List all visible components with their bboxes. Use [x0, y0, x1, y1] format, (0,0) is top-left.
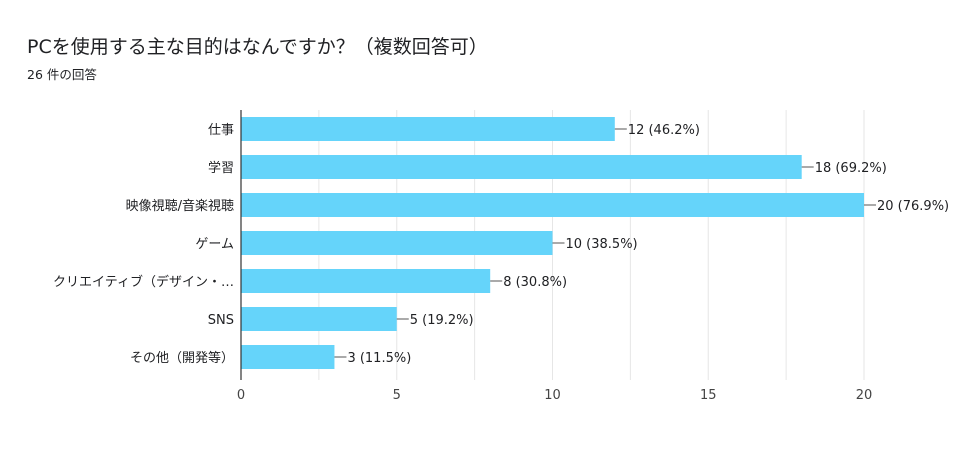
value-label: 3 (11.5%) [347, 351, 411, 366]
bar [241, 231, 553, 255]
bar [241, 345, 335, 369]
x-tick-label: 5 [393, 388, 401, 403]
x-tick-label: 10 [544, 388, 561, 403]
category-label: 学習 [208, 160, 234, 176]
bar [241, 117, 615, 141]
x-tick-label: 20 [856, 388, 873, 403]
response-count: 26 件の回答 [27, 67, 97, 82]
x-tick-label: 0 [237, 388, 245, 403]
category-label: ゲーム [195, 237, 234, 252]
bar [241, 193, 864, 217]
value-label: 12 (46.2%) [628, 123, 700, 138]
category-label: クリエイティブ（デザイン・… [53, 274, 234, 290]
category-label: SNS [208, 313, 234, 328]
bar [241, 307, 397, 331]
bar [241, 155, 802, 179]
chart-title: PCを使用する主な目的はなんですか？（複数回答可） [27, 36, 488, 58]
value-label: 18 (69.2%) [815, 161, 887, 176]
bar [241, 269, 491, 293]
value-label: 8 (30.8%) [503, 275, 567, 290]
category-label: その他（開発等） [130, 350, 234, 366]
value-label: 5 (19.2%) [410, 313, 474, 328]
value-label: 20 (76.9%) [877, 199, 949, 214]
category-label: 映像視聴/音楽視聴 [126, 198, 234, 214]
x-tick-label: 15 [700, 388, 717, 403]
category-label: 仕事 [208, 123, 234, 138]
value-label: 10 (38.5%) [566, 237, 638, 252]
